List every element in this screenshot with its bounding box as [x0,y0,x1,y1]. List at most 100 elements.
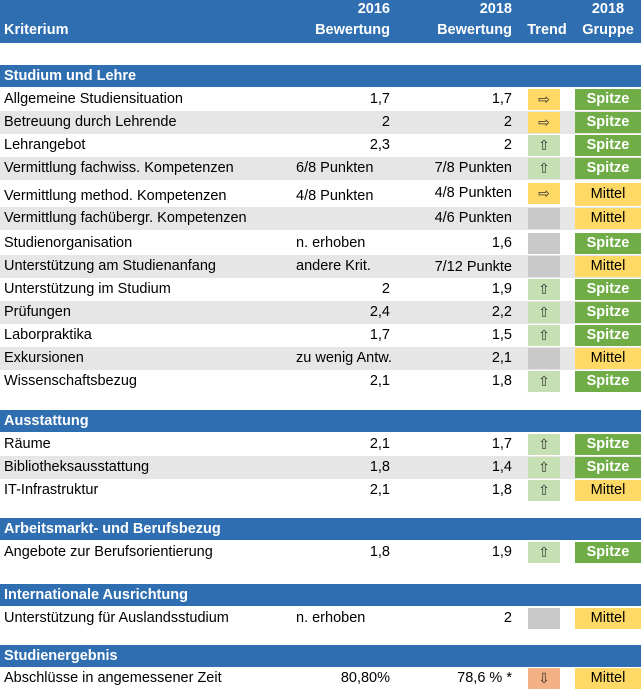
trend-empty-cell [528,233,560,254]
bewertung-2016-cell: n. erhoben [296,235,366,251]
gruppe-badge: Mittel [575,348,641,369]
kriterium-cell: Unterstützung am Studienanfang [4,258,216,274]
bewertung-2018-cell: 1,9 [491,281,512,297]
bewertung-2016-cell: 1,7 [369,91,390,107]
arrow-up-icon: ⇧ [528,434,560,455]
gruppe-badge: Spitze [575,233,641,254]
bewertung-2018-cell: 7/12 Punkte [434,259,512,275]
kriterium-cell: Vermittlung fachwiss. Kompetenzen [4,160,234,176]
table-row: Vermittlung fachübergr. Kompetenzen 4/6 … [0,207,641,230]
gruppe-badge: Mittel [575,668,641,689]
arrow-up-icon: ⇧ [528,457,560,478]
bewertung-2016-cell: 2,1 [369,482,390,498]
table-header: Kriterium 2016 Bewertung 2018 Bewertung … [0,0,641,43]
arrow-down-icon: ⇩ [528,668,560,689]
bewertung-2018-cell: 1,9 [491,544,512,560]
bewertung-2016-cell: 80,80% [340,670,390,686]
gruppe-badge: Mittel [575,480,641,501]
bewertung-2018-cell: 2,1 [491,350,512,366]
table-row: Vermittlung method. Kompetenzen 4/8 Punk… [0,182,641,207]
bewertung-2018-cell: 1,8 [491,373,512,389]
header-trend: Trend [527,22,567,38]
table-row: Vermittlung fachwiss. Kompetenzen 6/8 Pu… [0,157,641,180]
gruppe-badge: Spitze [575,158,641,179]
header-gruppe-year: 2018 [591,1,625,17]
bewertung-2016-cell: 1,7 [369,327,390,343]
bewertung-2018-cell: 2 [503,137,512,153]
table-row: Betreuung durch Lehrende 2 2 ⇨ Spitze [0,111,641,134]
bewertung-2018-cell: 1,7 [491,91,512,107]
trend-empty-cell [528,348,560,369]
kriterium-cell: Laborpraktika [4,327,92,343]
table-row: Prüfungen 2,4 2,2 ⇧ Spitze [0,301,641,324]
table-row: Angebote zur Berufsorientierung 1,8 1,9 … [0,541,641,564]
kriterium-cell: Räume [4,436,51,452]
arrow-up-icon: ⇧ [528,480,560,501]
arrow-up-icon: ⇧ [528,279,560,300]
gruppe-badge: Spitze [575,371,641,392]
arrow-up-icon: ⇧ [528,542,560,563]
header-2018-year: 2018 [479,1,512,17]
gruppe-badge: Mittel [575,256,641,277]
bewertung-2016-cell: n. erhoben [296,610,366,626]
kriterium-cell: Studienorganisation [4,235,133,251]
kriterium-cell: Exkursionen [4,350,84,366]
table-row: Wissenschaftsbezug 2,1 1,8 ⇧ Spitze [0,370,641,393]
arrow-up-icon: ⇧ [528,302,560,323]
header-gruppe: Gruppe [582,22,634,38]
section-title: Studium und Lehre [4,68,137,84]
kriterium-cell: Unterstützung für Auslandsstudium [4,610,229,626]
bewertung-2018-cell: 2,2 [491,304,512,320]
bewertung-2016-cell: 2 [381,281,390,297]
gruppe-badge: Spitze [575,457,641,478]
bewertung-2018-cell: 4/6 Punkten [434,210,512,226]
bewertung-2016-cell: zu wenig Antw. [296,350,392,366]
table-row: Abschlüsse in angemessener Zeit 80,80% 7… [0,667,641,690]
section-international: Internationale Ausrichtung [0,584,641,606]
arrow-up-icon: ⇧ [528,135,560,156]
kriterium-cell: Bibliotheksausstattung [4,459,150,475]
bewertung-2018-cell: 7/8 Punkten [434,160,512,176]
bewertung-2016-cell: 2,4 [369,304,390,320]
bewertung-2016-cell: 2,3 [369,137,390,153]
bewertung-2016-cell: andere Krit. [296,258,371,274]
trend-empty-cell [528,608,560,629]
bewertung-2016-cell: 6/8 Punkten [296,160,374,176]
kriterium-cell: Angebote zur Berufsorientierung [4,544,213,560]
bewertung-2018-cell: 1,6 [491,235,512,251]
bewertung-2016-cell: 2,1 [369,436,390,452]
table-row: Lehrangebot 2,3 2 ⇧ Spitze [0,134,641,157]
gruppe-badge: Spitze [575,302,641,323]
section-studium-und-lehre: Studium und Lehre [0,65,641,87]
bewertung-2016-cell: 4/8 Punkten [296,188,374,204]
section-title: Ausstattung [4,413,89,429]
table-row: Unterstützung am Studienanfang andere Kr… [0,255,641,278]
table-row: Exkursionen zu wenig Antw. 2,1 Mittel [0,347,641,370]
table-row: Bibliotheksausstattung 1,8 1,4 ⇧ Spitze [0,456,641,479]
header-2016-bewertung: Bewertung [315,22,390,38]
gruppe-badge: Spitze [575,279,641,300]
bewertung-2018-cell: 4/8 Punkten [434,185,512,201]
bewertung-2018-cell: 2 [503,114,512,130]
section-title: Studienergebnis [4,648,118,664]
header-2018-bewertung: Bewertung [437,22,512,38]
bewertung-2018-cell: 1,7 [491,436,512,452]
bewertung-2016-cell: 2,1 [369,373,390,389]
kriterium-cell: Betreuung durch Lehrende [4,114,177,130]
arrow-right-icon: ⇨ [528,112,560,133]
table-row: Allgemeine Studiensituation 1,7 1,7 ⇨ Sp… [0,88,641,111]
table-row: Räume 2,1 1,7 ⇧ Spitze [0,433,641,456]
table-row: Unterstützung für Auslandsstudium n. erh… [0,607,641,630]
bewertung-2016-cell: 1,8 [369,544,390,560]
arrow-up-icon: ⇧ [528,325,560,346]
gruppe-badge: Spitze [575,89,641,110]
header-kriterium: Kriterium [4,22,69,38]
arrow-right-icon: ⇨ [528,183,560,204]
table-row: Studienorganisation n. erhoben 1,6 Spitz… [0,232,641,255]
kriterium-cell: Prüfungen [4,304,71,320]
kriterium-cell: Lehrangebot [4,137,86,153]
gruppe-badge: Spitze [575,542,641,563]
gruppe-badge: Spitze [575,112,641,133]
section-arbeitsmarkt: Arbeitsmarkt- und Berufsbezug [0,518,641,540]
kriterium-cell: IT-Infrastruktur [4,482,99,498]
